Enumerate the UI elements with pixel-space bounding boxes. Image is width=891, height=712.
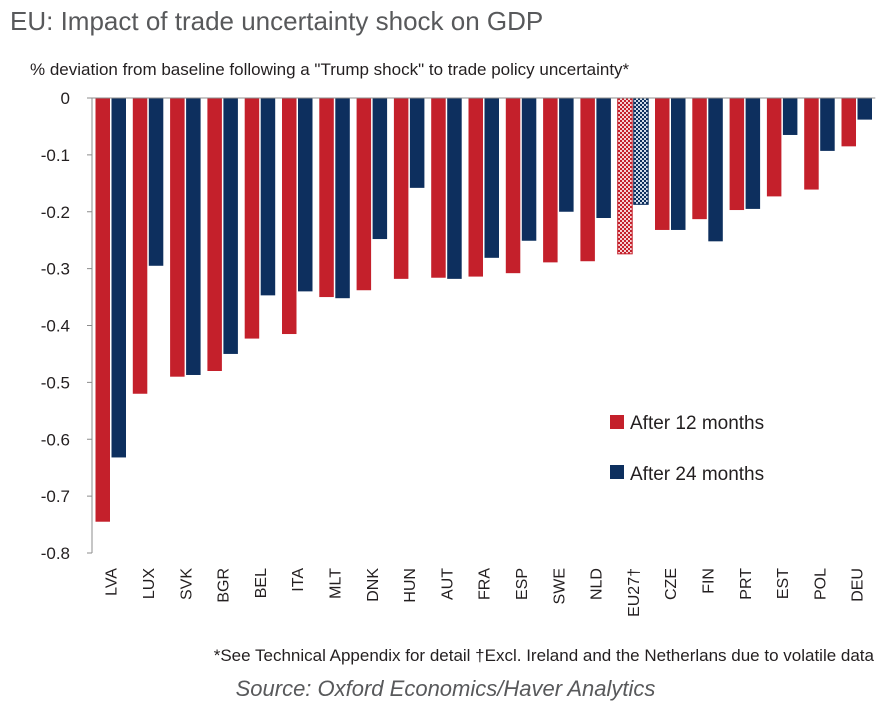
bar-svk-12m bbox=[170, 98, 185, 377]
bar-fra-12m bbox=[468, 98, 483, 277]
bar-est-24m bbox=[782, 98, 798, 135]
x-tick-label: FIN bbox=[700, 568, 717, 594]
bar-dnk-24m bbox=[372, 98, 388, 240]
bar-eu27-24m bbox=[633, 97, 649, 205]
legend-label-24: After 24 months bbox=[630, 464, 764, 485]
chart-subtitle: % deviation from baseline following a "T… bbox=[30, 60, 630, 79]
bar-pol-12m bbox=[804, 98, 819, 190]
y-tick-label: -0.5 bbox=[41, 373, 70, 392]
bar-mlt-24m bbox=[335, 98, 350, 299]
bar-cze-12m bbox=[655, 98, 670, 230]
bar-deu-12m bbox=[841, 98, 856, 147]
legend-label-12: After 12 months bbox=[630, 413, 764, 434]
bar-cze-24m bbox=[671, 98, 686, 230]
y-tick-label: -0.8 bbox=[41, 544, 70, 563]
bar-pol-24m bbox=[820, 98, 835, 151]
bar-svk-24m bbox=[186, 98, 201, 375]
bar-prt-24m bbox=[745, 98, 761, 209]
bar-est-12m bbox=[766, 98, 782, 197]
bar-nld-12m bbox=[580, 98, 595, 262]
y-tick-label: -0.1 bbox=[41, 146, 70, 165]
bar-esp-12m bbox=[505, 98, 521, 274]
y-tick-label: -0.4 bbox=[41, 317, 70, 336]
y-tick-label: -0.2 bbox=[41, 203, 70, 222]
bar-eu27-12m bbox=[617, 97, 633, 255]
y-tick-label: -0.6 bbox=[41, 430, 70, 449]
x-tick-label: FRA bbox=[477, 568, 494, 600]
bar-chart: 0 -0.1 -0.2 -0.3 -0.4 -0.5 -0.6 -0.7 -0.8 LVA LUX… bbox=[41, 89, 876, 617]
bar-bgr-12m bbox=[207, 98, 222, 371]
x-tick-label: PRT bbox=[738, 568, 755, 600]
x-tick-label: LVA bbox=[104, 568, 121, 596]
footnote: *See Technical Appendix for detail †Excl… bbox=[213, 646, 874, 665]
bar-aut-24m bbox=[447, 98, 462, 279]
bar-lux-12m bbox=[132, 98, 148, 394]
axes bbox=[91, 97, 876, 553]
bar-esp-24m bbox=[521, 98, 537, 241]
bar-swe-24m bbox=[559, 98, 574, 212]
y-axis-ticks: 0 -0.1 -0.2 -0.3 -0.4 -0.5 -0.6 -0.7 -0.8 bbox=[41, 89, 92, 563]
x-tick-label: AUT bbox=[439, 568, 456, 600]
legend: After 12 months After 24 months bbox=[610, 413, 764, 485]
bar-ita-12m bbox=[282, 98, 297, 335]
chart-title: EU: Impact of trade uncertainty shock on… bbox=[10, 6, 544, 36]
x-tick-label: DNK bbox=[365, 568, 382, 602]
x-tick-label: DEU bbox=[850, 568, 867, 602]
x-tick-label: BGR bbox=[216, 568, 233, 603]
x-tick-label: LUX bbox=[141, 568, 158, 599]
y-tick-label: -0.3 bbox=[41, 260, 70, 279]
x-axis-labels: LVA LUX SVK BGR BEL ITA MLT DNK HUN AUT FRA ESP SWE N… bbox=[104, 568, 867, 617]
bar-hun-12m bbox=[393, 98, 409, 279]
y-tick-label: 0 bbox=[61, 89, 70, 108]
bar-deu-24m bbox=[857, 98, 872, 120]
bar-fra-24m bbox=[484, 98, 499, 258]
bar-lva-12m bbox=[95, 98, 110, 522]
x-tick-label: EU27† bbox=[626, 568, 643, 617]
bar-bel-12m bbox=[244, 98, 260, 339]
bar-lux-24m bbox=[148, 98, 164, 266]
bar-nld-24m bbox=[596, 98, 611, 219]
x-tick-label: CZE bbox=[663, 568, 680, 600]
x-tick-label: POL bbox=[812, 568, 829, 600]
x-tick-label: SVK bbox=[178, 568, 195, 600]
source-note: Source: Oxford Economics/Haver Analytics bbox=[235, 676, 656, 701]
x-tick-label: BEL bbox=[253, 568, 270, 598]
bar-prt-12m bbox=[729, 98, 745, 211]
bar-hun-24m bbox=[409, 98, 425, 188]
bar-dnk-12m bbox=[356, 98, 372, 291]
bar-fin-24m bbox=[708, 98, 723, 242]
bar-ita-24m bbox=[298, 98, 313, 292]
x-tick-label: EST bbox=[775, 568, 792, 599]
bar-bgr-24m bbox=[223, 98, 238, 354]
y-tick-label: -0.7 bbox=[41, 487, 70, 506]
bar-fin-12m bbox=[692, 98, 707, 220]
bars bbox=[95, 97, 872, 522]
x-tick-label: NLD bbox=[589, 568, 606, 600]
x-tick-label: ITA bbox=[290, 568, 307, 592]
x-tick-label: SWE bbox=[551, 568, 568, 604]
bar-lva-24m bbox=[111, 98, 126, 458]
x-tick-label: ESP bbox=[514, 568, 531, 600]
bar-bel-24m bbox=[260, 98, 276, 296]
x-tick-label: HUN bbox=[402, 568, 419, 603]
legend-swatch-12 bbox=[610, 415, 624, 429]
bar-aut-12m bbox=[431, 98, 446, 278]
legend-swatch-24 bbox=[610, 465, 624, 479]
x-tick-label: MLT bbox=[327, 568, 344, 599]
bar-swe-12m bbox=[543, 98, 558, 263]
bar-mlt-12m bbox=[319, 98, 334, 298]
